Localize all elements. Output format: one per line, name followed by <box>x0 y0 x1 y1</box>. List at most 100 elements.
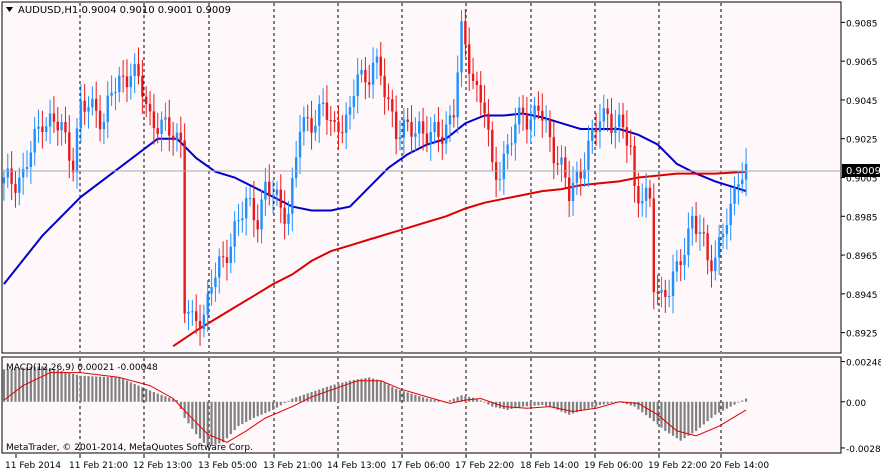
candle-body <box>410 122 413 137</box>
macd-label: MACD(12,26,9) 0.00021 -0.00048 <box>6 363 158 373</box>
candle-body <box>102 122 106 130</box>
macd-bar <box>275 401 279 408</box>
candle-body <box>483 102 486 114</box>
macd-bar <box>671 401 675 436</box>
macd-bar <box>483 401 486 403</box>
candle-body <box>241 218 244 221</box>
time-axis[interactable]: 11 Feb 2014 11 Feb 21:00 12 Feb 13:00 13 Fe… <box>5 454 769 471</box>
time-tick-label: 17 Feb 06:00 <box>391 461 450 471</box>
macd-bar <box>744 398 748 402</box>
macd-panel[interactable] <box>1 356 842 454</box>
candle-body <box>617 114 621 127</box>
candle-body <box>137 64 140 77</box>
macd-bar <box>495 401 498 408</box>
candle-body <box>237 220 240 222</box>
candle-body <box>352 96 356 107</box>
price-tick-label: 0.9045 <box>846 97 878 107</box>
macd-tick-label: 0.00248 <box>846 359 881 369</box>
candle-body <box>579 171 582 179</box>
macd-bar <box>148 390 152 402</box>
candle-body <box>275 189 279 195</box>
macd-bar <box>195 401 198 435</box>
candle-body <box>29 152 33 168</box>
candle-body <box>156 128 159 134</box>
candle-body <box>502 153 506 180</box>
candle-body <box>141 76 144 97</box>
candle-body <box>160 119 163 134</box>
candle-body <box>729 203 732 226</box>
macd-bar <box>568 401 571 415</box>
candle-body <box>733 187 736 204</box>
candle-body <box>294 157 298 179</box>
macd-bar <box>68 372 71 402</box>
macd-axis[interactable]: 0.00248 0.00 -0.00285 <box>841 359 881 455</box>
macd-bar <box>164 396 167 402</box>
candle-body <box>210 287 213 294</box>
candle-body <box>298 131 302 158</box>
macd-bar <box>698 401 702 428</box>
moving-averages <box>3 112 747 348</box>
macd-bar <box>548 401 552 408</box>
macd-bar <box>552 401 555 409</box>
candle-body <box>33 128 36 153</box>
macd-bar <box>506 401 509 410</box>
candle-body <box>225 257 229 263</box>
macd-time-gridlines <box>79 358 722 452</box>
candle-body <box>567 177 571 202</box>
macd-bar <box>133 383 136 402</box>
macd-bar <box>225 401 229 439</box>
macd-bar <box>22 367 25 402</box>
candle-body <box>541 110 544 121</box>
macd-bar <box>687 401 690 436</box>
macd-histogram <box>2 366 748 448</box>
price-tick-label: 0.9025 <box>846 136 878 146</box>
macd-bar <box>375 379 379 402</box>
candle-body <box>371 62 375 85</box>
macd-bar <box>702 401 705 425</box>
candle-body <box>18 177 21 193</box>
triangle-down-icon <box>6 7 13 12</box>
candle-body <box>529 119 532 130</box>
macd-bar <box>45 367 48 402</box>
candle-body <box>121 75 125 77</box>
macd-bar <box>256 401 259 417</box>
macd-bar <box>406 392 409 402</box>
macd-bar <box>291 398 294 402</box>
macd-bar <box>464 396 467 402</box>
ma-fast-line <box>3 112 747 285</box>
candle-body <box>179 132 183 141</box>
candle-body <box>383 75 386 98</box>
macd-bar <box>95 376 98 402</box>
macd-bar <box>352 380 355 402</box>
macd-bar <box>641 401 644 413</box>
price-axis[interactable]: 0.9085 0.9065 0.9045 0.9025 0.9005 0.8985 0.89… <box>841 19 878 340</box>
macd-bar <box>329 385 332 402</box>
candle-body <box>544 119 548 121</box>
candle-body <box>637 186 640 204</box>
macd-bar <box>348 380 352 402</box>
candle-body <box>221 256 225 258</box>
candle-body <box>464 21 467 45</box>
candle-body <box>110 92 113 96</box>
macd-bar <box>479 400 482 402</box>
macd-bar <box>179 401 182 410</box>
macd-bar <box>187 401 190 424</box>
candle-body <box>491 129 494 163</box>
macd-bar <box>237 401 240 427</box>
macd-bar <box>602 401 605 405</box>
candle-body <box>37 126 40 129</box>
macd-bar <box>314 390 317 402</box>
macd-bar <box>402 391 405 402</box>
copyright-label: MetaTrader, © 2001-2014, MetaQuotes Soft… <box>6 443 253 453</box>
candle-body <box>602 108 605 122</box>
macd-bar <box>183 401 186 418</box>
macd-bar <box>168 397 171 402</box>
price-panel[interactable] <box>1 1 842 354</box>
macd-bar <box>487 401 490 405</box>
candle-body <box>14 184 17 193</box>
macd-bar <box>152 392 155 402</box>
candle-body <box>394 111 398 140</box>
candle-body <box>114 92 117 94</box>
candle-body <box>564 157 567 178</box>
